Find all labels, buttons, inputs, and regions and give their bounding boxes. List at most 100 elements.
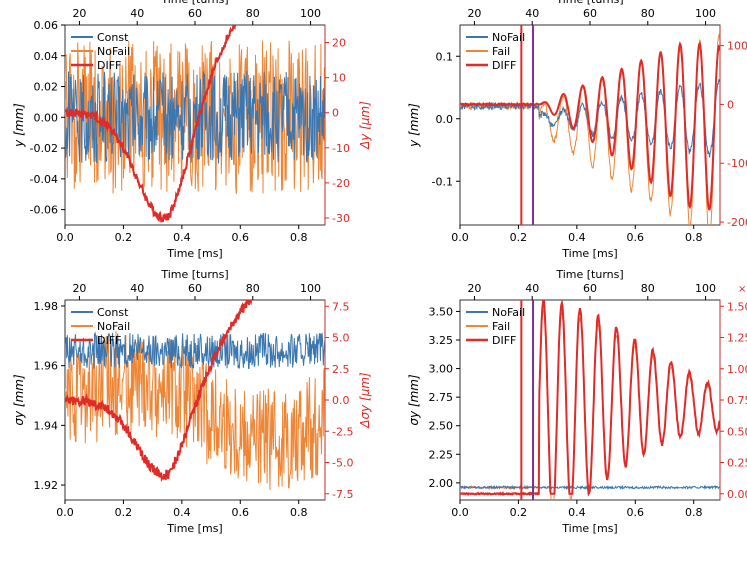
legend-label: DIFF — [492, 59, 516, 72]
svg-text:60: 60 — [583, 7, 597, 20]
svg-text:80: 80 — [641, 282, 655, 295]
xlabel-top: Time [turns] — [160, 268, 228, 281]
svg-text:0.8: 0.8 — [290, 231, 308, 244]
svg-text:-2.5: -2.5 — [332, 425, 353, 438]
svg-text:40: 40 — [130, 282, 144, 295]
panel-bl: 0.00.20.40.60.8Time [ms]20406080100Time … — [10, 265, 380, 549]
svg-text:1.92: 1.92 — [34, 479, 59, 492]
svg-text:-200: -200 — [727, 216, 747, 229]
svg-text:40: 40 — [525, 282, 539, 295]
xlabel-top: Time [turns] — [160, 0, 228, 6]
svg-text:0.4: 0.4 — [568, 506, 586, 519]
svg-text:0.0: 0.0 — [451, 506, 469, 519]
legend: ConstNoFailDIFF — [71, 31, 130, 72]
svg-text:0.8: 0.8 — [685, 506, 703, 519]
svg-text:0.06: 0.06 — [34, 19, 59, 32]
legend: ConstNoFailDIFF — [71, 306, 130, 347]
svg-text:0.1: 0.1 — [436, 50, 454, 63]
svg-text:-0.04: -0.04 — [30, 173, 58, 186]
svg-text:0.02: 0.02 — [34, 81, 59, 94]
ylabel-left: σy [mm] — [407, 374, 421, 426]
svg-text:0.0: 0.0 — [56, 506, 74, 519]
svg-text:0.0: 0.0 — [56, 231, 74, 244]
svg-text:3.50: 3.50 — [429, 305, 454, 318]
svg-text:2.00: 2.00 — [429, 477, 454, 490]
svg-text:20: 20 — [332, 37, 346, 50]
svg-text:-100: -100 — [727, 157, 747, 170]
svg-text:100: 100 — [695, 7, 716, 20]
svg-text:60: 60 — [188, 282, 202, 295]
svg-text:80: 80 — [246, 7, 260, 20]
svg-text:-0.06: -0.06 — [30, 204, 58, 217]
xlabel-bottom: Time [ms] — [561, 522, 617, 535]
panel-tr: 0.0 0.2 0.4 0.6 0.8 Time [ms] 20 40 60 80 100 Time … — [405, 0, 747, 274]
svg-text:0.8: 0.8 — [685, 231, 703, 244]
svg-text:3.00: 3.00 — [429, 363, 454, 376]
svg-text:0.0: 0.0 — [332, 394, 350, 407]
svg-text:0.04: 0.04 — [34, 50, 59, 63]
svg-text:1.25: 1.25 — [727, 332, 747, 345]
svg-text:2.75: 2.75 — [429, 391, 454, 404]
legend-label: NoFail — [492, 31, 525, 44]
legend-label: Fail — [492, 320, 510, 333]
ylabel-right: Δσy [µm] — [358, 372, 372, 429]
svg-text:0.2: 0.2 — [510, 231, 527, 244]
svg-text:0.00: 0.00 — [727, 488, 747, 501]
svg-text:3.25: 3.25 — [429, 334, 454, 347]
svg-text:10: 10 — [332, 72, 346, 85]
svg-text:40: 40 — [525, 7, 539, 20]
svg-text:-0.02: -0.02 — [30, 142, 58, 155]
svg-text:40: 40 — [130, 7, 144, 20]
svg-text:0.2: 0.2 — [510, 506, 527, 519]
svg-text:0.4: 0.4 — [568, 231, 586, 244]
svg-text:-5.0: -5.0 — [332, 457, 353, 470]
legend-label: NoFail — [97, 45, 130, 58]
svg-text:-7.5: -7.5 — [332, 488, 353, 501]
svg-text:0: 0 — [727, 98, 734, 111]
svg-text:1.98: 1.98 — [34, 300, 59, 313]
panel-br: 0.00.20.40.60.8Time [ms]20406080100Time … — [405, 265, 747, 549]
svg-text:0.0: 0.0 — [451, 231, 469, 244]
svg-text:0.6: 0.6 — [232, 231, 250, 244]
xlabel-bottom: Time [ms] — [561, 247, 617, 260]
svg-text:20: 20 — [72, 282, 86, 295]
svg-text:80: 80 — [641, 7, 655, 20]
svg-text:0.8: 0.8 — [290, 506, 308, 519]
svg-text:100: 100 — [727, 40, 747, 53]
svg-text:0.0: 0.0 — [436, 113, 454, 126]
svg-text:100: 100 — [300, 7, 321, 20]
svg-text:60: 60 — [583, 282, 597, 295]
xlabel-bottom: Time [ms] — [166, 247, 222, 260]
ylabel-left: y [mm] — [407, 103, 421, 148]
svg-text:0.75: 0.75 — [727, 394, 747, 407]
svg-text:1.96: 1.96 — [34, 360, 59, 373]
svg-text:-10: -10 — [332, 142, 350, 155]
svg-text:20: 20 — [467, 7, 481, 20]
ylabel-left: y [mm] — [12, 103, 26, 148]
legend-label: Const — [97, 306, 129, 319]
svg-text:0.4: 0.4 — [173, 231, 191, 244]
svg-text:0.6: 0.6 — [627, 231, 645, 244]
svg-text:0.6: 0.6 — [232, 506, 250, 519]
svg-text:-0.1: -0.1 — [432, 175, 453, 188]
legend-label: Fail — [492, 45, 510, 58]
legend-label: DIFF — [97, 59, 121, 72]
svg-text:1.94: 1.94 — [34, 419, 59, 432]
svg-text:0.2: 0.2 — [115, 231, 133, 244]
svg-text:80: 80 — [246, 282, 260, 295]
svg-text:7.5: 7.5 — [332, 300, 350, 313]
svg-text:0: 0 — [332, 107, 339, 120]
svg-text:0.2: 0.2 — [115, 506, 133, 519]
panel-tl: 0.00.20.40.60.8Time [ms]20406080100Time … — [10, 0, 380, 274]
ylabel-left: σy [mm] — [12, 374, 26, 426]
legend: NoFailFailDIFF — [466, 31, 525, 72]
sci-exp: ×10³ — [738, 284, 747, 295]
svg-text:0.4: 0.4 — [173, 506, 191, 519]
svg-text:100: 100 — [695, 282, 716, 295]
svg-text:2.50: 2.50 — [429, 420, 454, 433]
legend-label: Const — [97, 31, 129, 44]
xlabel-top: Time [turns] — [555, 0, 623, 6]
svg-text:20: 20 — [467, 282, 481, 295]
svg-text:-30: -30 — [332, 212, 350, 225]
ylabel-right: Δy [µm] — [358, 101, 372, 150]
